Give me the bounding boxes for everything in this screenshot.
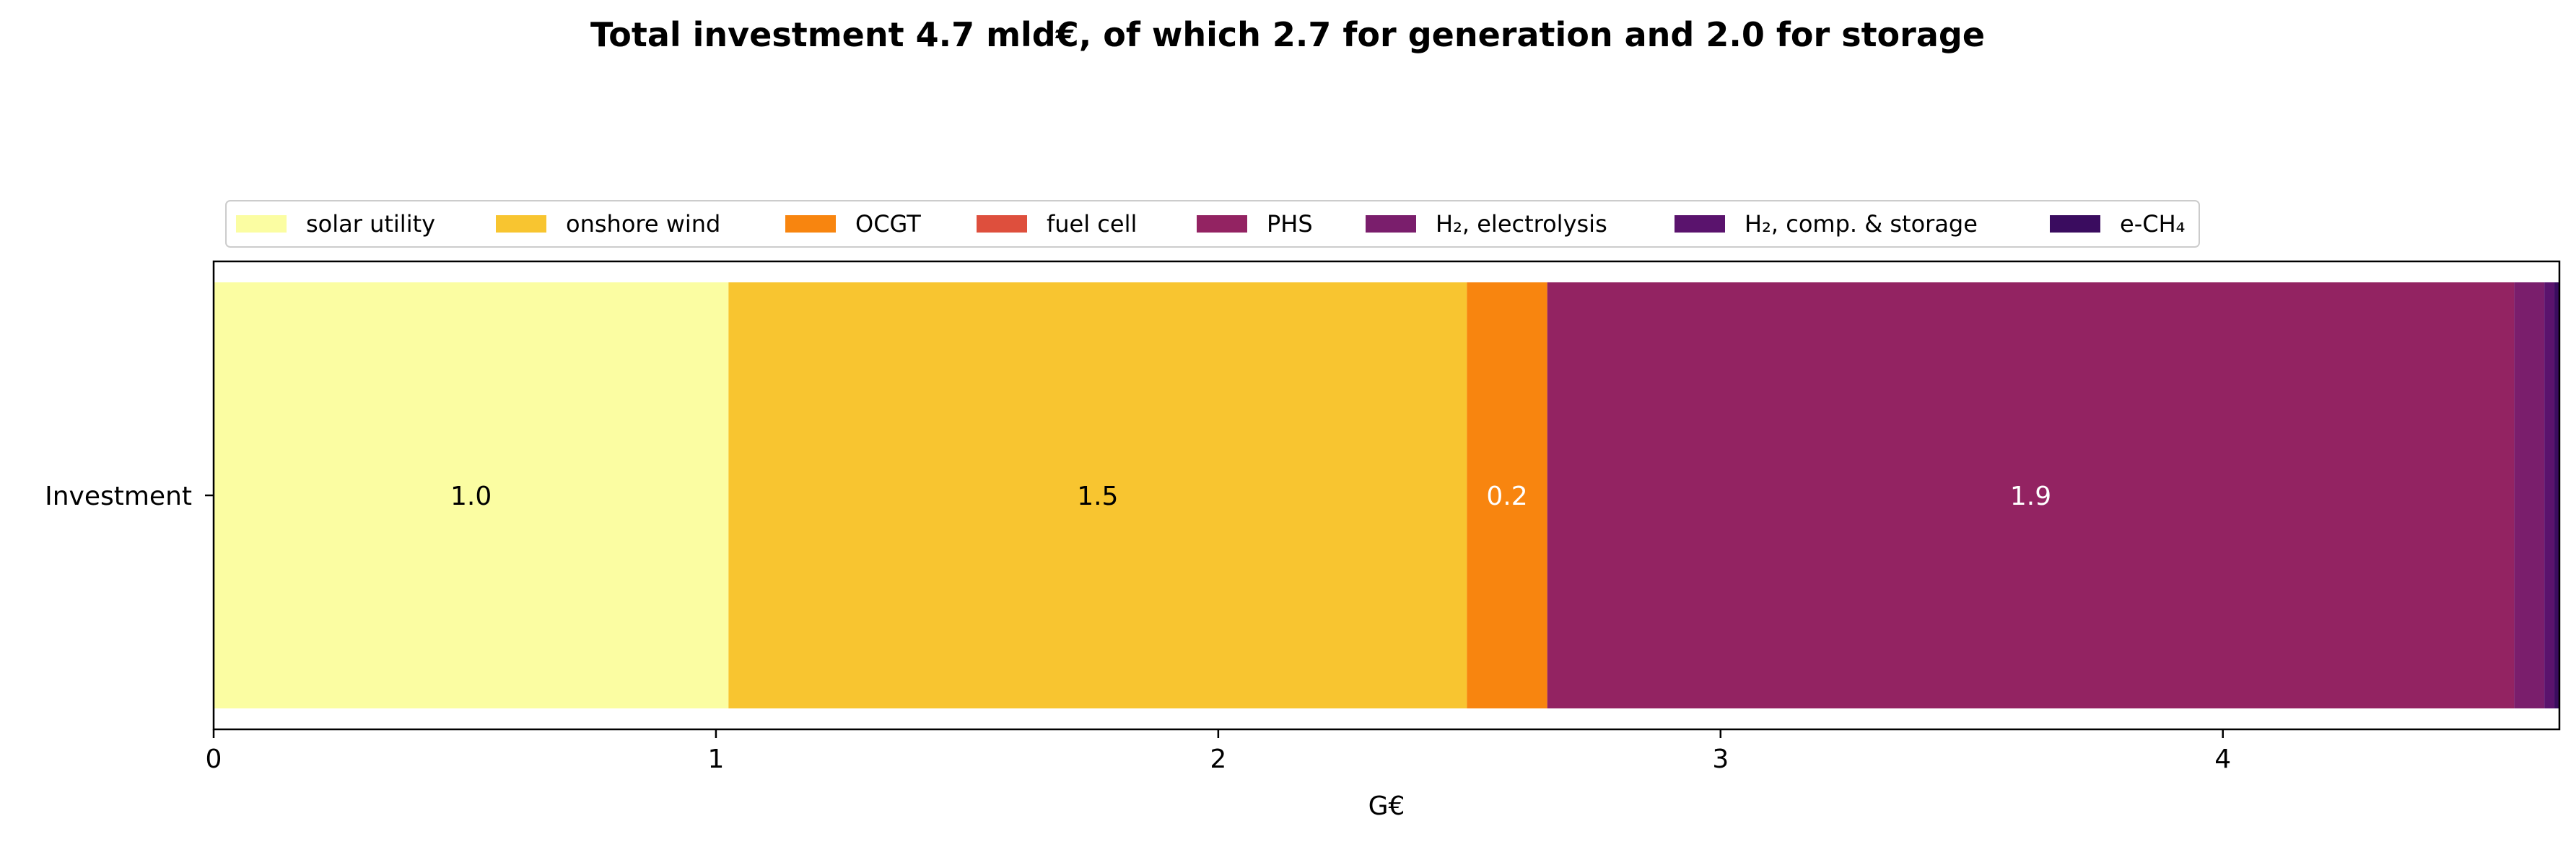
- legend-entry-label: H₂, comp. & storage: [1745, 210, 1978, 238]
- bar-segment: [2544, 282, 2555, 708]
- legend-entry-label: PHS: [1267, 210, 1313, 238]
- y-tick-label: Investment: [45, 482, 192, 511]
- legend-swatch: [1675, 215, 1725, 233]
- bar-value-label: 1.5: [1077, 482, 1118, 511]
- bar-segment: [1467, 282, 1547, 708]
- bar-value-label: 0.2: [1486, 482, 1527, 511]
- bar-segment: [728, 282, 1467, 708]
- legend-entry-label: H₂, electrolysis: [1436, 210, 1607, 238]
- legend-swatch: [785, 215, 836, 233]
- x-tick-label: 1: [707, 745, 724, 774]
- legend: solar utility onshore wind OCGT fuel cell PH…: [225, 200, 2200, 248]
- legend-swatch: [1197, 215, 1247, 233]
- bar-segment: [1547, 282, 2515, 708]
- bar-labels: 1.0 1.5 0.2 1.9: [450, 482, 2051, 511]
- legend-swatch: [1366, 215, 1416, 233]
- bar-segment: [2514, 282, 2545, 708]
- bar-segment: [214, 282, 729, 708]
- x-axis: 0 1 2 3 4: [206, 729, 2231, 774]
- legend-entry-label: onshore wind: [566, 210, 720, 238]
- legend-entry-label: e-CH₄: [2120, 210, 2185, 238]
- x-tick-label: 0: [206, 745, 222, 774]
- bar-segment: [2554, 282, 2559, 708]
- bar-value-label: 1.9: [2010, 482, 2051, 511]
- x-tick-label: 4: [2214, 745, 2231, 774]
- x-tick-label: 3: [1712, 745, 1729, 774]
- legend-entry-label: fuel cell: [1047, 210, 1137, 238]
- bar-stack: [214, 282, 2559, 708]
- legend-swatch: [2050, 215, 2100, 233]
- x-tick-label: 2: [1210, 745, 1226, 774]
- bar-value-label: 1.0: [450, 482, 492, 511]
- legend-swatch: [496, 215, 546, 233]
- chart-title: Total investment 4.7 mld€, of which 2.7 …: [590, 15, 1985, 54]
- legend-swatch: [236, 215, 287, 233]
- legend-entry-label: OCGT: [855, 210, 921, 238]
- y-axis: Investment: [45, 482, 214, 511]
- legend-swatch: [977, 215, 1027, 233]
- x-axis-label: G€: [1368, 791, 1405, 821]
- legend-entry-label: solar utility: [306, 210, 435, 238]
